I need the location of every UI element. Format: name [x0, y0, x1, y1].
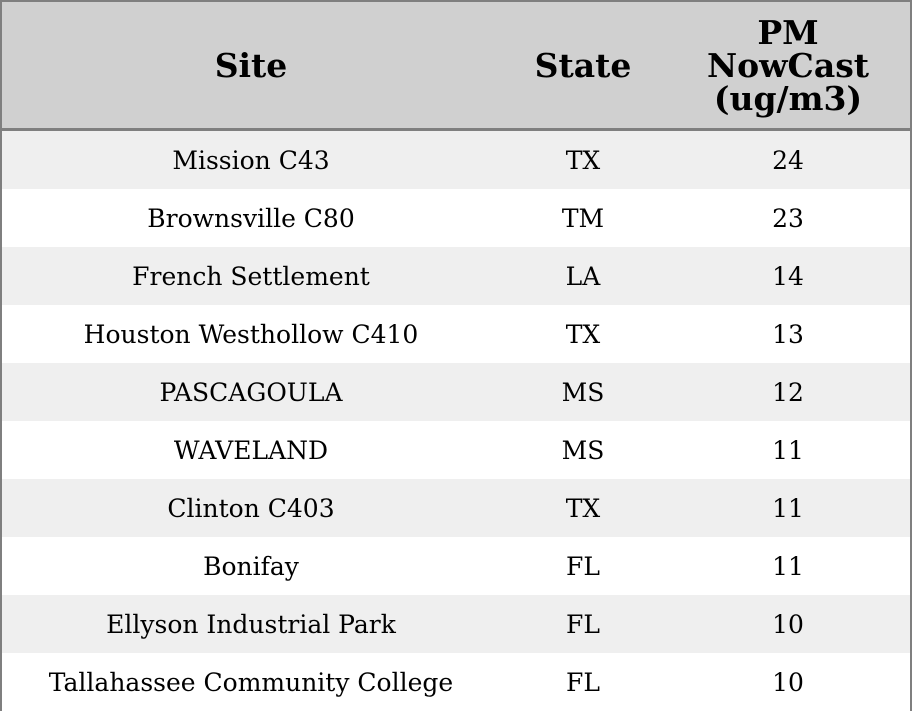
header-text: PM NowCast (ug/m3)	[706, 12, 870, 118]
table-cell: LA	[500, 247, 666, 305]
table-cell: TX	[500, 479, 666, 537]
table-row: WAVELAND MS 11	[2, 421, 910, 479]
table-cell: Tallahassee Community College	[2, 653, 500, 711]
table-cell: 13	[666, 305, 910, 363]
table-cell: Bonifay	[2, 537, 500, 595]
table-row: PASCAGOULA MS 12	[2, 363, 910, 421]
table-cell: Ellyson Industrial Park	[2, 595, 500, 653]
header-row: Site State PM NowCast (ug/m3)	[2, 2, 910, 131]
table-cell: TX	[500, 129, 666, 189]
header-cell: PM NowCast (ug/m3)	[666, 2, 910, 131]
table-row: Bonifay FL 11	[2, 537, 910, 595]
table-cell: 10	[666, 595, 910, 653]
table-row: French Settlement LA 14	[2, 247, 910, 305]
table-row: Brownsville C80 TM 23	[2, 189, 910, 247]
table-cell: French Settlement	[2, 247, 500, 305]
table-body: Mission C43 TX 24 Brownsville C80 TM 23 French…	[2, 129, 910, 711]
table-cell: Clinton C403	[2, 479, 500, 537]
table-cell: PASCAGOULA	[2, 363, 500, 421]
table-row: Tallahassee Community College FL 10	[2, 653, 910, 711]
table-cell: Houston Westhollow C410	[2, 305, 500, 363]
table-cell: 11	[666, 479, 910, 537]
table-cell: 12	[666, 363, 910, 421]
table-cell: MS	[500, 421, 666, 479]
table-cell: 10	[666, 653, 910, 711]
table-cell: Mission C43	[2, 129, 500, 189]
table-row: Houston Westhollow C410 TX 13	[2, 305, 910, 363]
table-row: Mission C43 TX 24	[2, 129, 910, 189]
table-cell: 11	[666, 421, 910, 479]
table-cell: 23	[666, 189, 910, 247]
table-cell: FL	[500, 595, 666, 653]
table-cell: TX	[500, 305, 666, 363]
header-cell: Site	[2, 2, 500, 131]
table-cell: 11	[666, 537, 910, 595]
header-cell: State	[500, 2, 666, 131]
table-cell: FL	[500, 537, 666, 595]
table-cell: 14	[666, 247, 910, 305]
table-cell: Brownsville C80	[2, 189, 500, 247]
table-cell: 24	[666, 129, 910, 189]
table-cell: WAVELAND	[2, 421, 500, 479]
table-row: Ellyson Industrial Park FL 10	[2, 595, 910, 653]
table-cell: FL	[500, 653, 666, 711]
table-row: Clinton C403 TX 11	[2, 479, 910, 537]
table-cell: MS	[500, 363, 666, 421]
table-cell: TM	[500, 189, 666, 247]
